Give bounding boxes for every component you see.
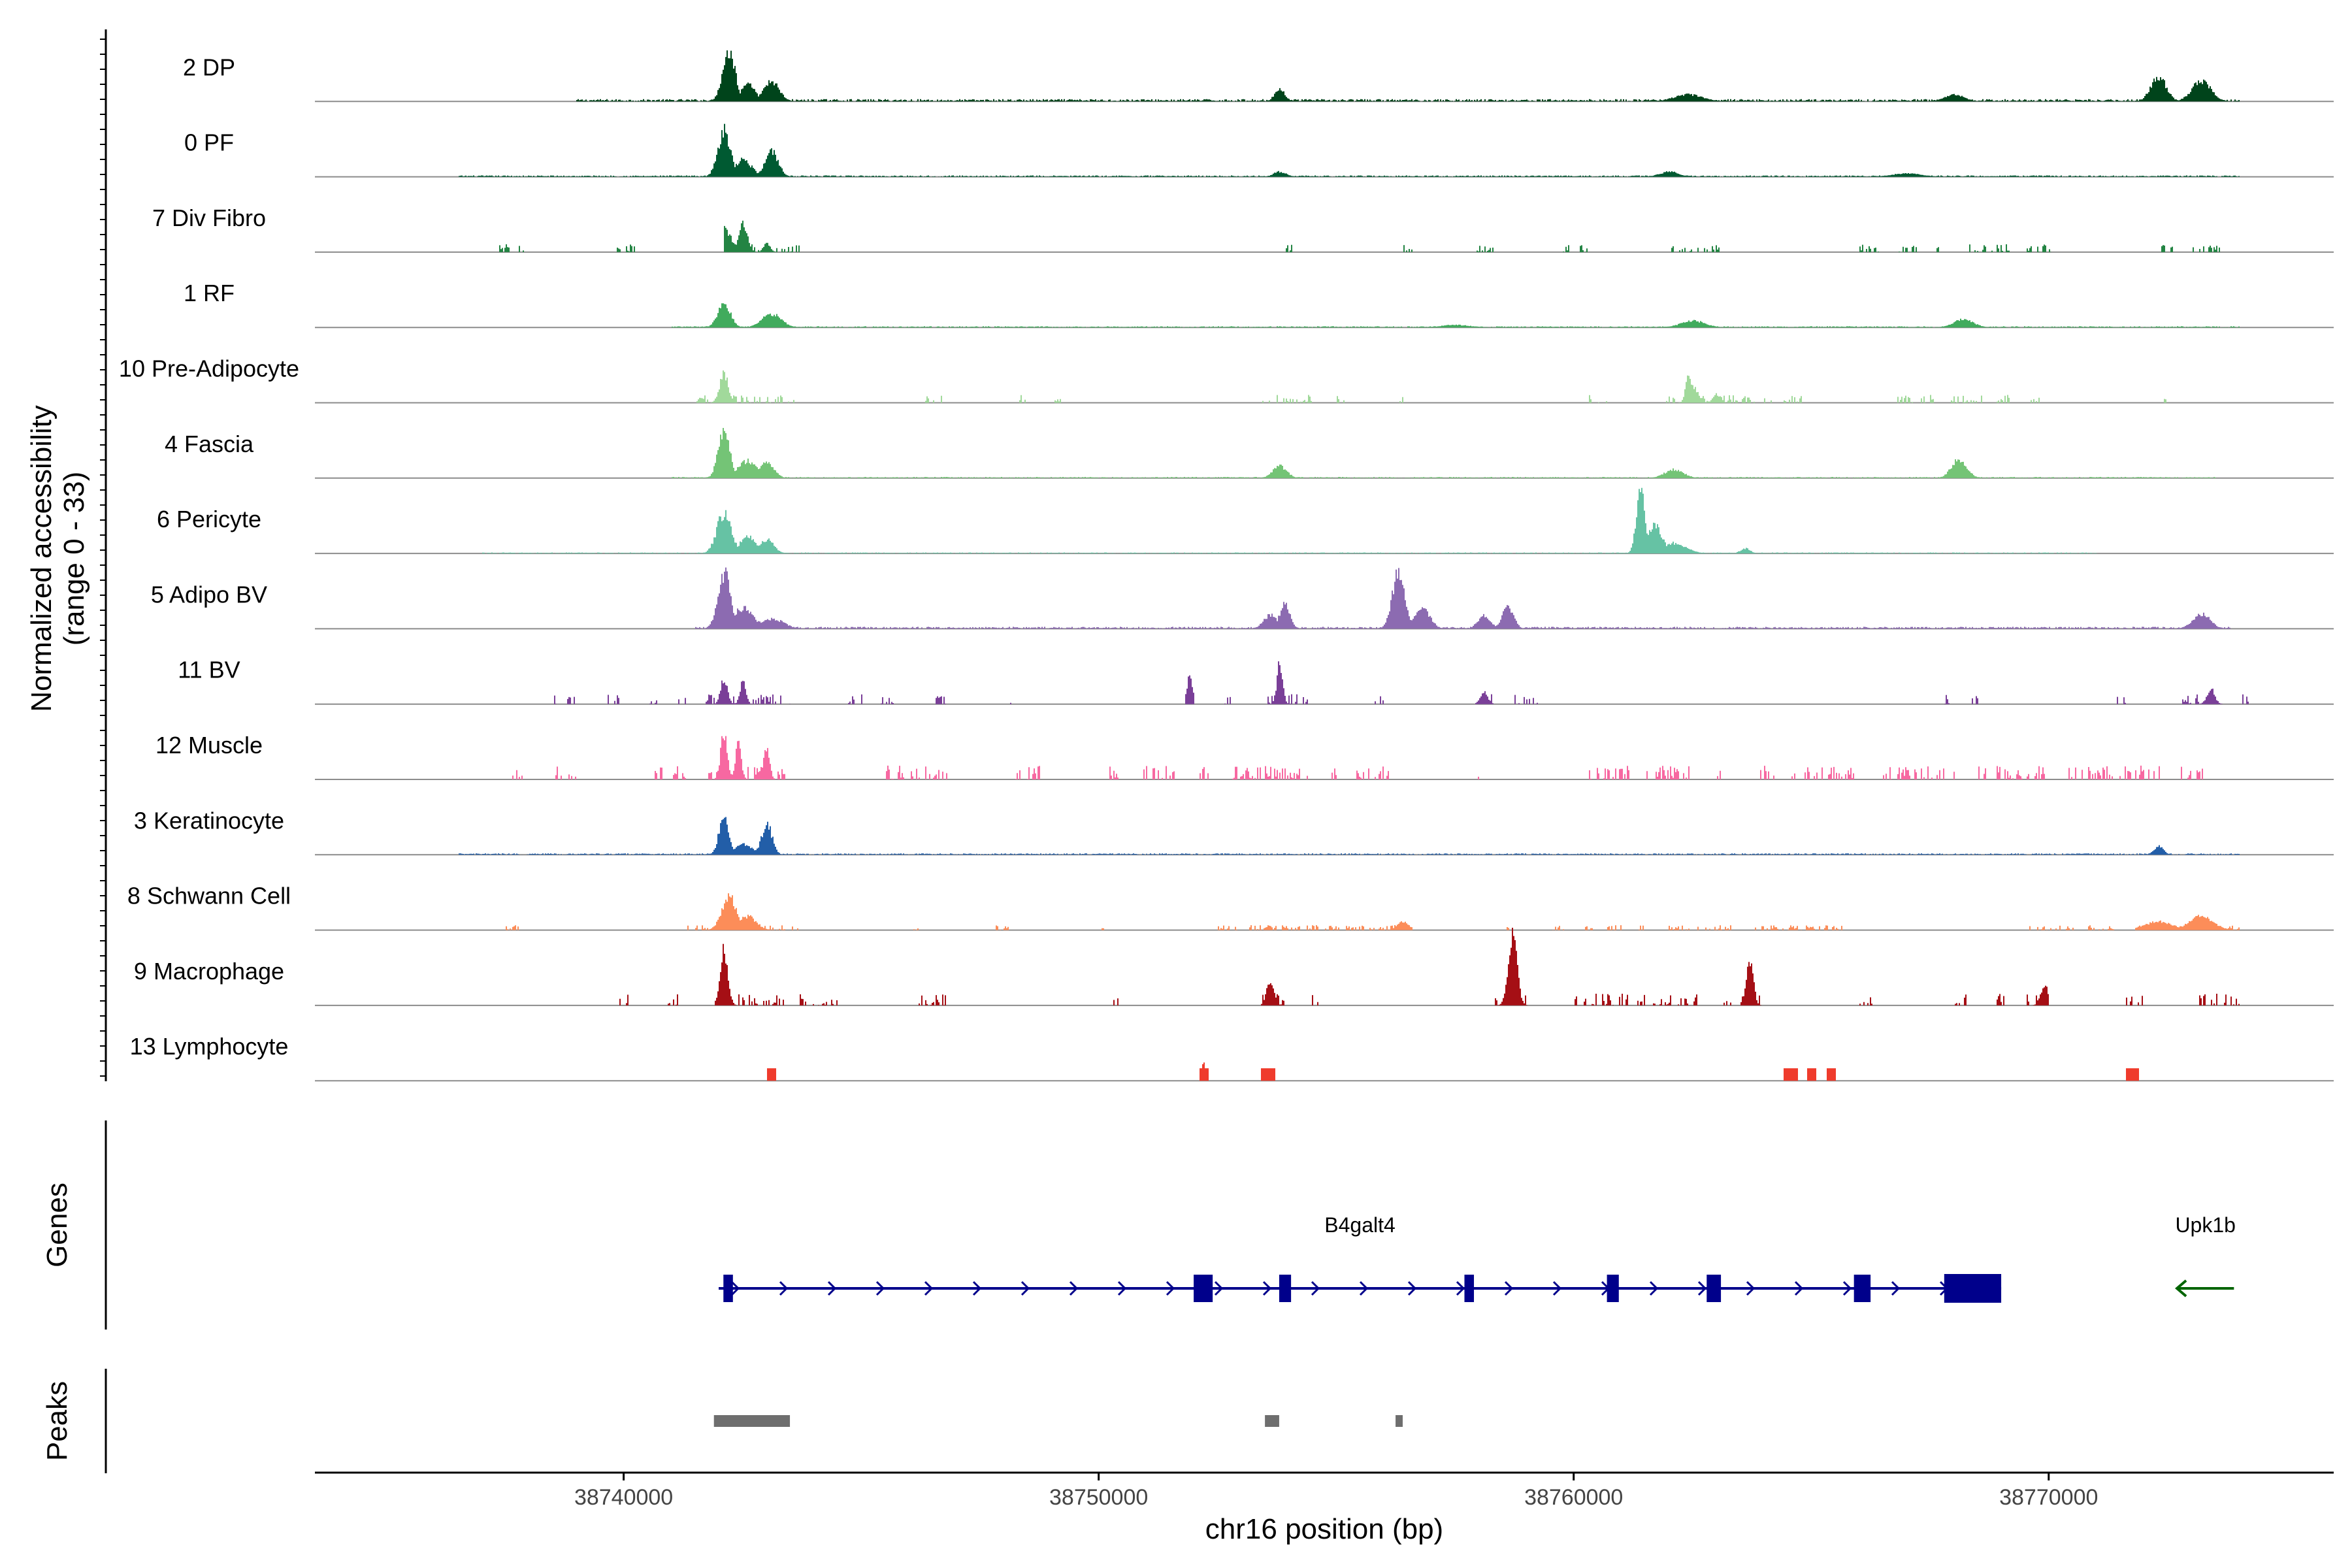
track-5: 10 Pre-Adipocyte <box>119 355 2334 404</box>
strand-arrow <box>1842 1281 1852 1296</box>
strand-arrow <box>1697 1281 1707 1296</box>
track-label: 4 Fascia <box>165 431 254 457</box>
peak-region <box>713 1415 791 1427</box>
strand-arrow <box>924 1281 934 1296</box>
exon <box>723 1275 733 1302</box>
track-6: 4 Fascia <box>165 428 2334 479</box>
strand-arrow <box>779 1281 789 1296</box>
strand-arrow <box>730 1281 740 1296</box>
strand-arrow <box>2174 1279 2187 1298</box>
coverage-area <box>695 567 2230 629</box>
coverage-area <box>619 928 2240 1005</box>
exon <box>1707 1275 1722 1302</box>
track-10: 12 Muscle <box>155 732 2334 780</box>
track-label: 13 Lymphocyte <box>130 1033 289 1060</box>
track-2: 0 PF <box>184 123 2334 178</box>
x-tick-label: 38740000 <box>574 1485 673 1510</box>
x-tick-label: 38760000 <box>1524 1485 1623 1510</box>
coverage-area <box>499 220 2220 252</box>
track-8: 5 Adipo BV <box>151 567 2334 630</box>
strand-arrow <box>1069 1281 1079 1296</box>
track-11: 3 Keratinocyte <box>134 807 2334 856</box>
coverage-tracks: 2 DP 0 PF 7 Div Fibro 1 RF 10 Pre-Adipocyte 4… <box>119 50 2334 1082</box>
strand-arrow <box>1262 1281 1272 1296</box>
peak-region <box>1396 1415 1403 1427</box>
gene-b4galt4: B4galt4 <box>719 1213 2002 1303</box>
genes-panel: B4galt4 Upk1b <box>105 1120 2236 1330</box>
y-axis <box>100 29 107 1081</box>
peaks-panel <box>105 1369 1403 1473</box>
coverage-area <box>459 123 2240 177</box>
coverage-area <box>672 303 2240 328</box>
genes-axis-title: Genes <box>41 1183 73 1267</box>
strand-arrow <box>1117 1281 1127 1296</box>
coverage-area <box>696 370 2166 403</box>
strand-arrow <box>1166 1281 1175 1296</box>
coverage-area <box>576 50 2240 102</box>
track-label: 1 RF <box>184 280 235 306</box>
strand-arrow <box>972 1281 982 1296</box>
track-label: 12 Muscle <box>155 732 263 759</box>
peak-region <box>1265 1415 1279 1427</box>
track-12: 8 Schwann Cell <box>127 883 2334 931</box>
y-axis-title: Normalized accessibility <box>25 405 57 711</box>
track-label: 8 Schwann Cell <box>127 883 291 909</box>
strand-arrow <box>875 1281 885 1296</box>
coverage-area <box>512 736 2203 779</box>
peaks-axis-title: Peaks <box>41 1381 73 1461</box>
track-label: 7 Div Fibro <box>152 204 266 231</box>
gene-label: B4galt4 <box>1324 1213 1396 1237</box>
track-1: 2 DP <box>183 50 2334 103</box>
exon <box>1194 1275 1213 1302</box>
coverage-area <box>672 428 2216 478</box>
track-label: 9 Macrophage <box>134 958 284 985</box>
coverage-area <box>482 487 2097 554</box>
track-label: 11 BV <box>178 657 240 683</box>
strand-arrow <box>1891 1281 1901 1296</box>
strand-arrow <box>1456 1281 1465 1296</box>
x-tick-label: 38750000 <box>1049 1485 1148 1510</box>
exon <box>1854 1275 1871 1302</box>
x-tick-label: 38770000 <box>1999 1485 2098 1510</box>
strand-arrow <box>1021 1281 1030 1296</box>
track-label: 5 Adipo BV <box>151 581 267 608</box>
track-label: 3 Keratinocyte <box>134 807 284 834</box>
strand-arrow <box>1407 1281 1417 1296</box>
x-axis: 38740000 38750000 38760000 38770000 <box>315 1471 2334 1510</box>
track-9: 11 BV <box>178 657 2334 705</box>
strand-arrow <box>1504 1281 1514 1296</box>
strand-arrow <box>1746 1281 1756 1296</box>
coverage-area <box>554 661 2249 704</box>
track-label: 0 PF <box>184 129 234 156</box>
strand-arrow <box>1214 1281 1224 1296</box>
strand-arrow <box>1552 1281 1562 1296</box>
strand-arrow <box>1359 1281 1369 1296</box>
strand-arrow <box>1649 1281 1659 1296</box>
coverage-area <box>767 1062 2139 1081</box>
exon <box>1464 1275 1475 1302</box>
track-14: 13 Lymphocyte <box>130 1033 2334 1082</box>
strand-arrow <box>1311 1281 1320 1296</box>
track-label: 2 DP <box>183 54 235 80</box>
track-label: 6 Pericyte <box>157 506 261 532</box>
track-3: 7 Div Fibro <box>152 204 2334 253</box>
track-label: 10 Pre-Adipocyte <box>119 355 299 382</box>
exon <box>1607 1275 1619 1302</box>
gene-label: Upk1b <box>2175 1213 2236 1237</box>
coverage-area <box>459 817 2240 855</box>
exon <box>1944 1274 2002 1303</box>
coverage-area <box>506 893 2240 930</box>
y-axis-subtitle: (range 0 - 33) <box>58 472 90 646</box>
gene-upk1b: Upk1b <box>2174 1213 2236 1298</box>
exon <box>1279 1275 1292 1302</box>
track-13: 9 Macrophage <box>134 928 2334 1006</box>
track-7: 6 Pericyte <box>157 487 2334 555</box>
strand-arrow <box>827 1281 837 1296</box>
strand-arrow <box>1794 1281 1804 1296</box>
track-4: 1 RF <box>184 280 2334 329</box>
x-axis-title: chr16 position (bp) <box>1205 1513 1443 1545</box>
